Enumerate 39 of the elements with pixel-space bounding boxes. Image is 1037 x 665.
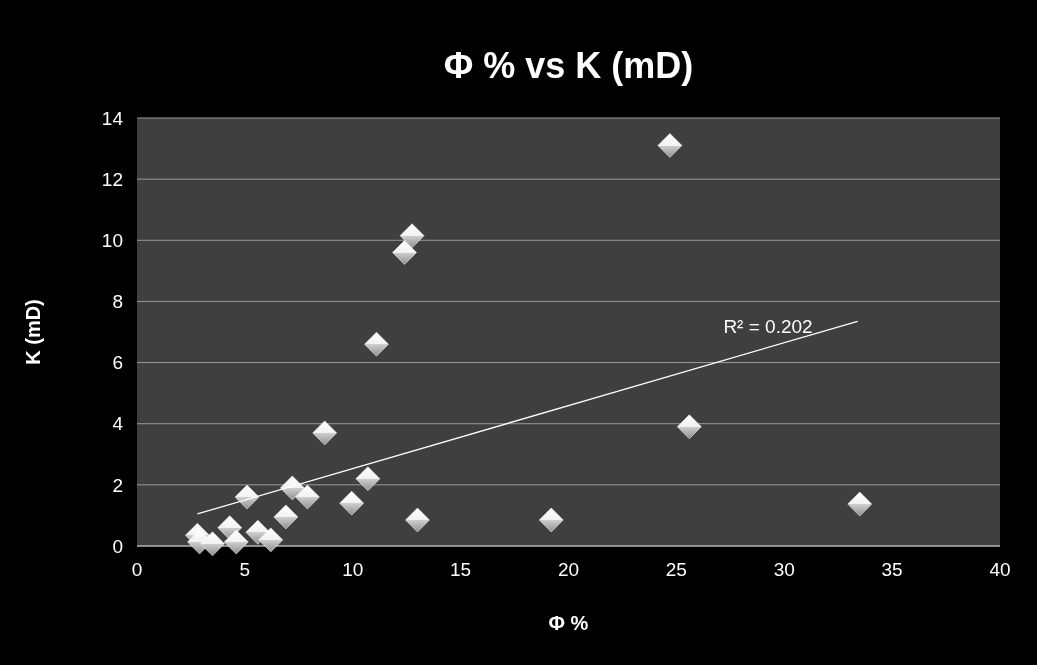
point xyxy=(312,420,337,446)
point xyxy=(339,490,364,516)
x-tick-label: 30 xyxy=(773,559,795,580)
x-tick-label: 5 xyxy=(239,559,251,580)
point xyxy=(295,484,320,510)
y-tick-label: 2 xyxy=(112,474,123,496)
point xyxy=(234,484,260,510)
point xyxy=(258,527,284,553)
point xyxy=(677,414,702,440)
y-tick-label: 8 xyxy=(112,291,123,313)
annotation: R² = 0.202 xyxy=(723,316,813,337)
chart-title: Φ % vs K (mD) xyxy=(443,45,694,86)
y-tick-label: 4 xyxy=(112,413,124,435)
y-tick-label: 6 xyxy=(112,352,123,374)
x-tick-label: 10 xyxy=(342,559,364,580)
y-tick-label: 10 xyxy=(101,229,123,251)
x-tick-label: 0 xyxy=(131,559,143,580)
x-tick-label: 25 xyxy=(665,559,687,580)
point xyxy=(847,491,873,517)
x-tick-label: 15 xyxy=(450,559,472,580)
y-tick-label: 0 xyxy=(112,535,123,557)
x-tick-label: 40 xyxy=(989,559,1011,580)
y-tick-label: 12 xyxy=(101,168,123,190)
point xyxy=(200,531,225,557)
point xyxy=(405,507,430,533)
y-axis-title: K (mD) xyxy=(22,299,44,365)
point xyxy=(224,529,249,555)
point xyxy=(399,223,425,248)
point xyxy=(355,466,381,491)
point xyxy=(538,507,564,533)
x-tick-label: 20 xyxy=(557,559,580,580)
y-tick-label: 14 xyxy=(101,107,124,129)
point xyxy=(364,331,389,357)
point xyxy=(280,475,305,501)
x-tick-label: 35 xyxy=(881,559,903,580)
point xyxy=(392,240,417,265)
point xyxy=(657,133,683,158)
x-axis-title: Φ % xyxy=(548,612,589,634)
point xyxy=(273,504,299,530)
